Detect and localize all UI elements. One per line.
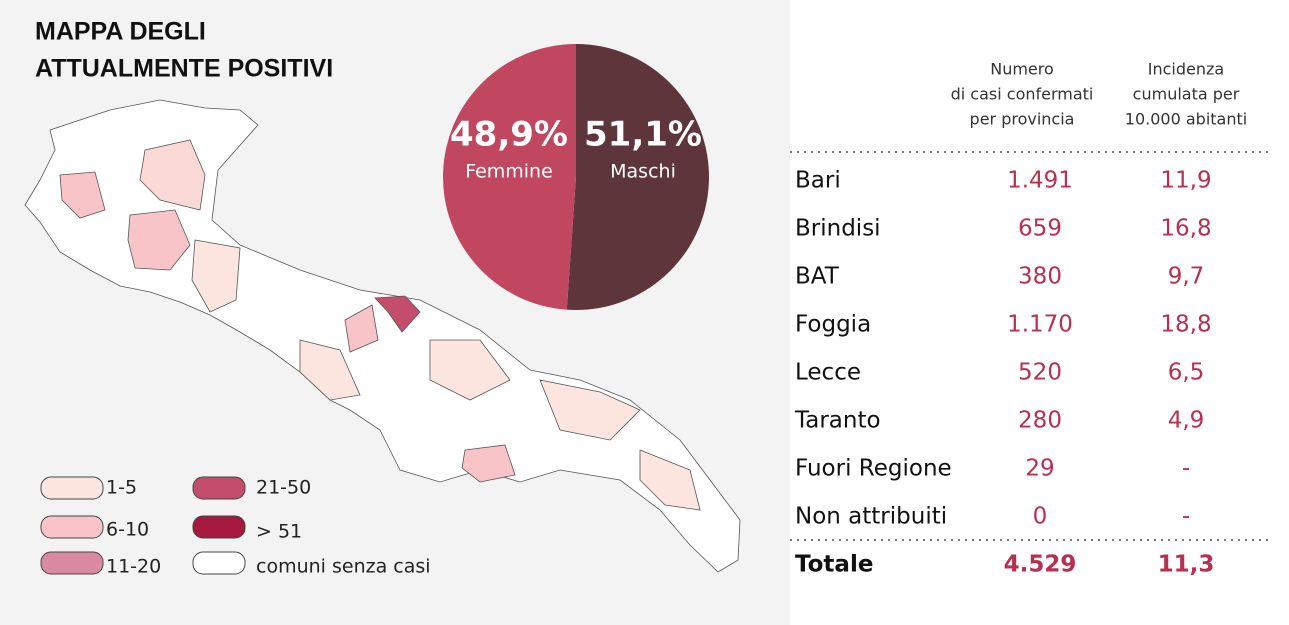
map <box>24 99 741 573</box>
cell: 1.491 <box>1007 168 1073 194</box>
legend-label: 1-5 <box>106 477 137 499</box>
area <box>299 339 361 401</box>
cell: 16,8 <box>1160 216 1211 242</box>
cell: 380 <box>1018 264 1062 290</box>
legend-label: 21-50 <box>256 477 311 499</box>
area <box>59 171 106 219</box>
area <box>191 239 241 313</box>
area <box>139 139 206 211</box>
pie-slice <box>566 44 709 310</box>
cell: 29 <box>1025 456 1054 482</box>
pie-category-label: Femmine <box>465 161 553 183</box>
cell: 6,5 <box>1168 360 1205 386</box>
cell: 1.170 <box>1007 312 1073 338</box>
row-label: BAT <box>795 264 840 290</box>
legend-swatch <box>40 476 104 500</box>
legend-swatch <box>40 515 104 539</box>
legend-swatch <box>192 515 246 539</box>
column-header: per provincia <box>970 110 1075 129</box>
legend-label: comuni senza casi <box>256 556 431 578</box>
legend-label: 6-10 <box>106 519 149 541</box>
column-header: di casi confermati <box>951 85 1094 104</box>
cell: 4,9 <box>1168 408 1205 434</box>
pie-value-label: 51,1% <box>584 115 702 155</box>
area <box>539 379 641 441</box>
area <box>374 295 421 333</box>
total-label: Totale <box>795 552 873 578</box>
area <box>127 209 191 271</box>
row-label: Foggia <box>795 312 871 338</box>
legend-swatch <box>40 551 104 575</box>
title-line: MAPPA DEGLI <box>35 18 206 46</box>
pie-chart: 48,9% Femmine 51,1% Maschi <box>442 43 709 310</box>
row-label: Lecce <box>795 360 861 386</box>
area <box>344 304 379 353</box>
pie-slice <box>442 43 576 310</box>
map-legend <box>40 476 246 575</box>
pie-category-label: Maschi <box>610 161 676 183</box>
cell: 520 <box>1018 360 1062 386</box>
row-label: Non attribuiti <box>795 504 947 530</box>
area <box>429 339 511 401</box>
table: Numero di casi confermati per provincia Inc… <box>790 60 1268 578</box>
legend-label: 11-20 <box>106 556 161 578</box>
legend-swatch <box>192 476 246 500</box>
row-label: Fuori Regione <box>795 456 952 482</box>
legend-label: > 51 <box>256 521 302 543</box>
cell: 659 <box>1018 216 1062 242</box>
column-header: cumulata per <box>1133 85 1240 104</box>
cell: 280 <box>1018 408 1062 434</box>
total-cell: 11,3 <box>1158 552 1215 578</box>
row-label: Taranto <box>794 408 881 434</box>
pie-value-label: 48,9% <box>450 115 568 155</box>
cell: 11,9 <box>1160 168 1211 194</box>
region-outline <box>24 99 741 573</box>
row-label: Bari <box>795 168 841 194</box>
column-header: 10.000 abitanti <box>1125 110 1247 129</box>
cell: - <box>1182 456 1190 482</box>
column-header: Numero <box>990 60 1054 79</box>
area <box>461 444 516 483</box>
total-cell: 4.529 <box>1004 552 1077 578</box>
column-header: Incidenza <box>1148 60 1224 79</box>
title-line: ATTUALMENTE POSITIVI <box>35 55 333 83</box>
legend-swatch <box>192 551 246 575</box>
cell: 18,8 <box>1160 312 1211 338</box>
cell: 9,7 <box>1168 264 1205 290</box>
area <box>639 449 701 511</box>
cell: - <box>1182 504 1190 530</box>
row-label: Brindisi <box>795 216 881 242</box>
cell: 0 <box>1033 504 1048 530</box>
